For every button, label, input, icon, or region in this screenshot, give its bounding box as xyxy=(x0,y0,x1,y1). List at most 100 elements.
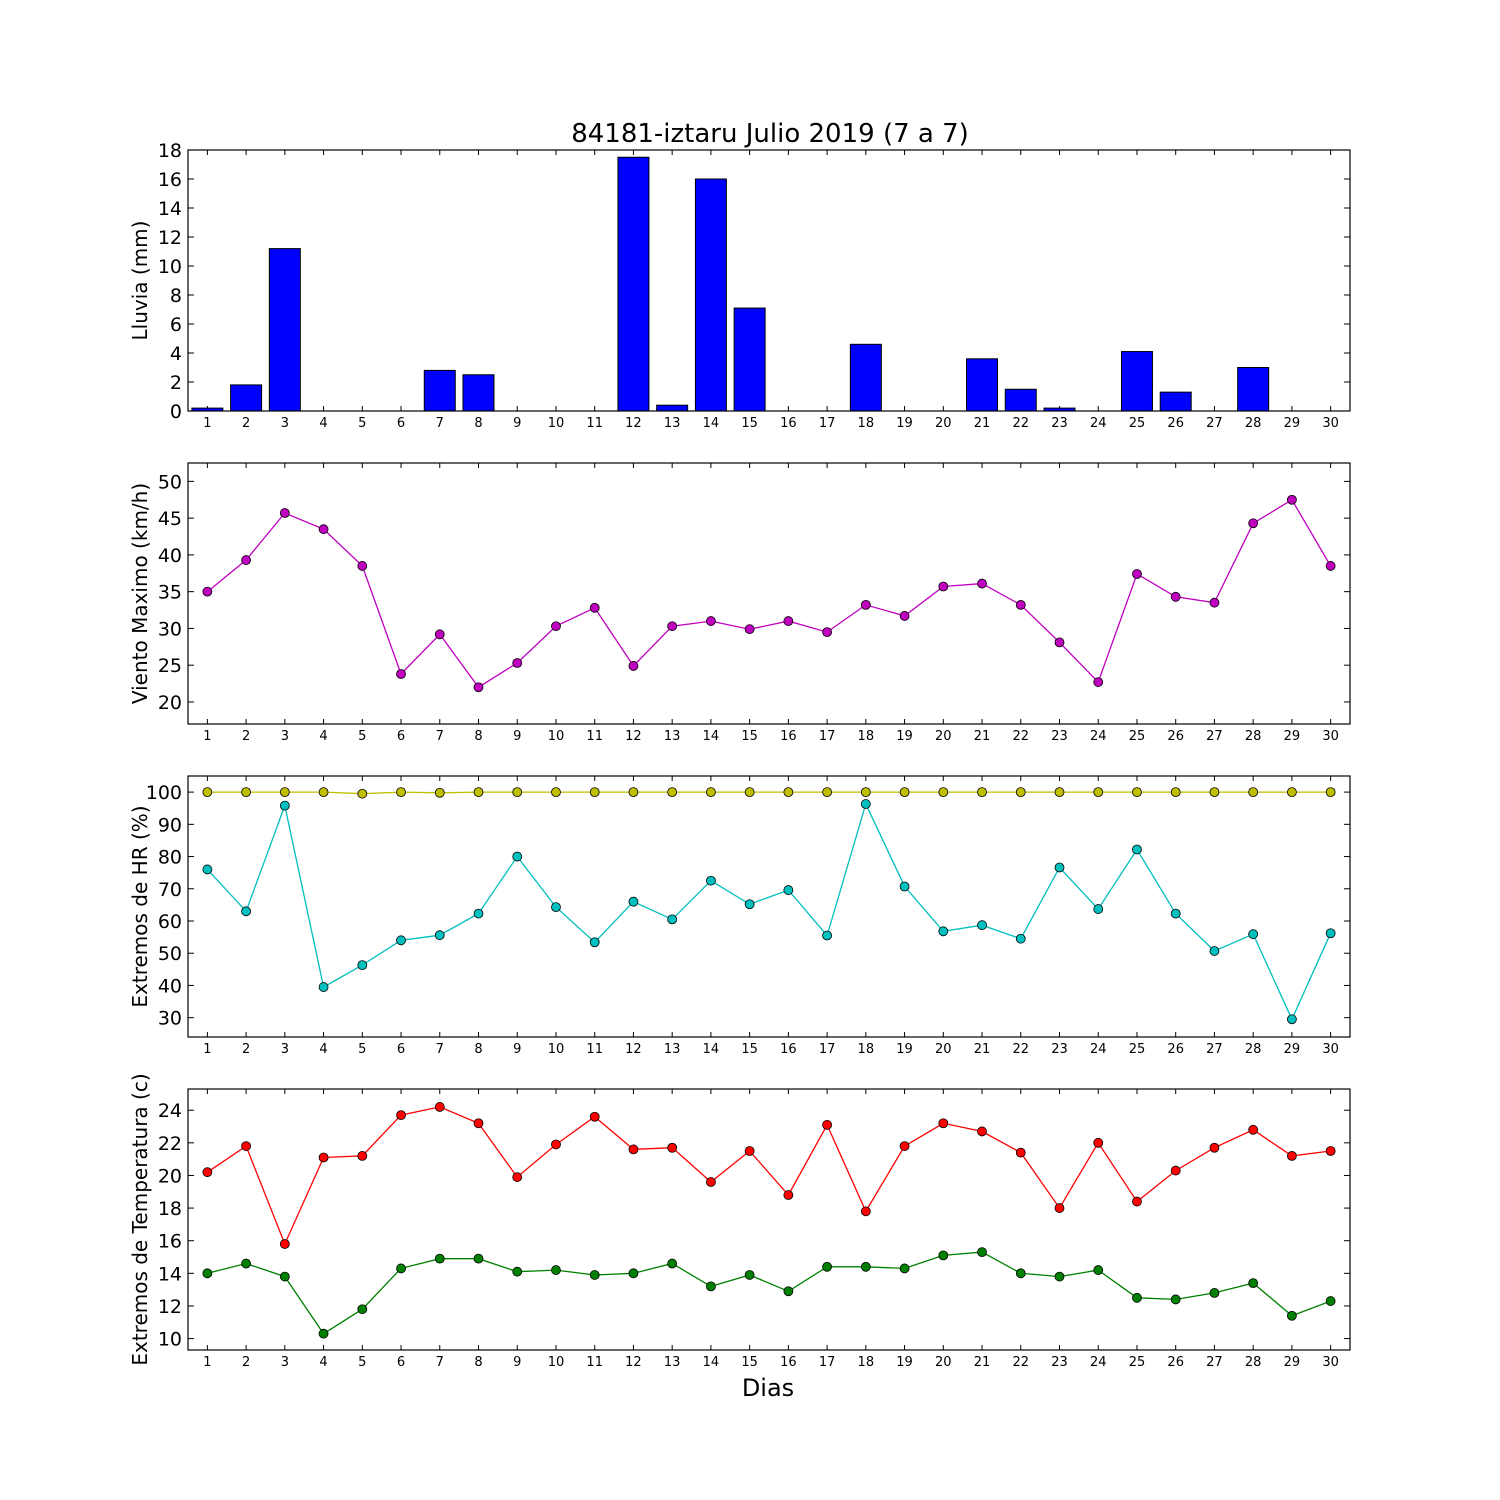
rain-xtick-label: 9 xyxy=(513,416,521,431)
humidity-point xyxy=(473,908,484,919)
temperature-point xyxy=(589,1111,600,1122)
temperature-point xyxy=(1132,1292,1142,1303)
temperature-ytick-label: 12 xyxy=(158,1296,182,1318)
humidity-point xyxy=(1093,787,1104,798)
humidity-xtick-label: 2 xyxy=(242,1042,250,1057)
humidity-point xyxy=(628,787,639,798)
temperature-xtick-label: 19 xyxy=(896,1355,913,1370)
temperature-point xyxy=(1093,1265,1104,1275)
humidity-point xyxy=(744,899,755,910)
temperature-point xyxy=(667,1258,678,1269)
wind-xtick-label: 19 xyxy=(896,729,913,744)
humidity-point xyxy=(551,902,561,913)
humidity-point xyxy=(396,935,406,946)
temperature-xtick-label: 18 xyxy=(858,1355,875,1370)
rain-bar xyxy=(462,374,495,412)
wind-xtick-label: 23 xyxy=(1051,729,1068,744)
wind-xtick-label: 17 xyxy=(819,729,836,744)
temperature-point xyxy=(318,1152,329,1163)
humidity-point xyxy=(1209,946,1220,956)
wind-point xyxy=(1093,677,1104,687)
humidity-xtick-label: 16 xyxy=(780,1042,797,1057)
wind-point xyxy=(1015,599,1026,610)
wind-point xyxy=(357,561,368,571)
humidity-point xyxy=(434,787,445,798)
wind-point xyxy=(1209,597,1220,608)
temperature-point xyxy=(938,1118,949,1129)
wind-point xyxy=(1287,494,1297,505)
temperature-series-line xyxy=(207,1106,1331,1246)
humidity-point xyxy=(667,914,678,925)
humidity-point xyxy=(667,787,678,798)
humidity-y-axis-label: Extremos de HR (%) xyxy=(128,805,152,1007)
temperature-point xyxy=(1015,1268,1026,1279)
temperature-point xyxy=(202,1167,213,1178)
temperature-xtick-label: 1 xyxy=(203,1355,211,1370)
wind-xtick-label: 26 xyxy=(1167,729,1184,744)
rain-xtick-label: 3 xyxy=(281,416,289,431)
temperature-point xyxy=(202,1268,213,1279)
rain-bar xyxy=(1120,351,1153,412)
humidity-series-line xyxy=(207,791,1331,795)
wind-point xyxy=(977,578,987,589)
wind-point xyxy=(667,621,678,632)
humidity-point xyxy=(899,787,910,798)
temperature-xtick-label: 6 xyxy=(397,1355,405,1370)
humidity-point xyxy=(860,799,871,809)
temperature-point xyxy=(1248,1278,1259,1289)
temperature-point xyxy=(473,1118,484,1129)
humidity-point xyxy=(899,881,910,892)
temperature-point xyxy=(396,1110,406,1120)
wind-ytick-label: 20 xyxy=(158,692,182,714)
wind-xtick-label: 24 xyxy=(1090,729,1107,744)
temperature-point xyxy=(744,1270,755,1280)
humidity-xtick-label: 15 xyxy=(741,1042,758,1057)
wind-ytick-label: 40 xyxy=(158,545,182,567)
rain-frame xyxy=(187,149,1351,412)
wind-point xyxy=(1054,637,1065,648)
humidity-point xyxy=(977,920,987,931)
wind-ytick-label: 35 xyxy=(158,582,182,604)
humidity-point xyxy=(318,982,329,992)
humidity-point xyxy=(1054,862,1065,873)
wind-point xyxy=(822,627,832,637)
humidity-ytick-label: 50 xyxy=(158,943,182,965)
rain-xtick-label: 1 xyxy=(203,416,211,431)
wind-point xyxy=(1325,561,1336,571)
rain-xtick-label: 4 xyxy=(319,416,327,431)
humidity-xtick-label: 23 xyxy=(1051,1042,1068,1057)
rain-bar xyxy=(966,358,999,412)
rain-bar xyxy=(230,384,263,412)
rain-bar xyxy=(1237,367,1270,412)
temperature-xtick-label: 9 xyxy=(513,1355,521,1370)
rain-bar xyxy=(656,404,689,412)
temperature-xtick-label: 13 xyxy=(664,1355,681,1370)
temperature-point xyxy=(241,1258,252,1269)
humidity-point xyxy=(822,930,832,941)
humidity-point xyxy=(357,788,368,799)
temperature-xtick-label: 24 xyxy=(1090,1355,1107,1370)
wind-point xyxy=(628,661,639,671)
humidity-point xyxy=(1054,787,1065,798)
temperature-xtick-label: 17 xyxy=(819,1355,836,1370)
temperature-xtick-label: 20 xyxy=(935,1355,952,1370)
temperature-point xyxy=(512,1266,523,1277)
wind-y-axis-label: Viento Maximo (km/h) xyxy=(128,483,152,704)
wind-point xyxy=(706,616,716,626)
temperature-ytick-label: 24 xyxy=(158,1100,182,1122)
temperature-point xyxy=(589,1270,600,1280)
humidity-xtick-label: 28 xyxy=(1245,1042,1262,1057)
rain-ytick-label: 16 xyxy=(158,169,182,191)
wind-xtick-label: 5 xyxy=(358,729,366,744)
temperature-point xyxy=(783,1190,794,1200)
humidity-xtick-label: 29 xyxy=(1284,1042,1301,1057)
temperature-series-line xyxy=(207,1251,1331,1335)
humidity-xtick-label: 26 xyxy=(1167,1042,1184,1057)
temperature-point xyxy=(860,1206,871,1217)
rain-ytick-label: 6 xyxy=(170,314,182,336)
rain-xtick-label: 22 xyxy=(1012,416,1029,431)
humidity-point xyxy=(744,787,755,798)
humidity-xtick-label: 11 xyxy=(586,1042,603,1057)
